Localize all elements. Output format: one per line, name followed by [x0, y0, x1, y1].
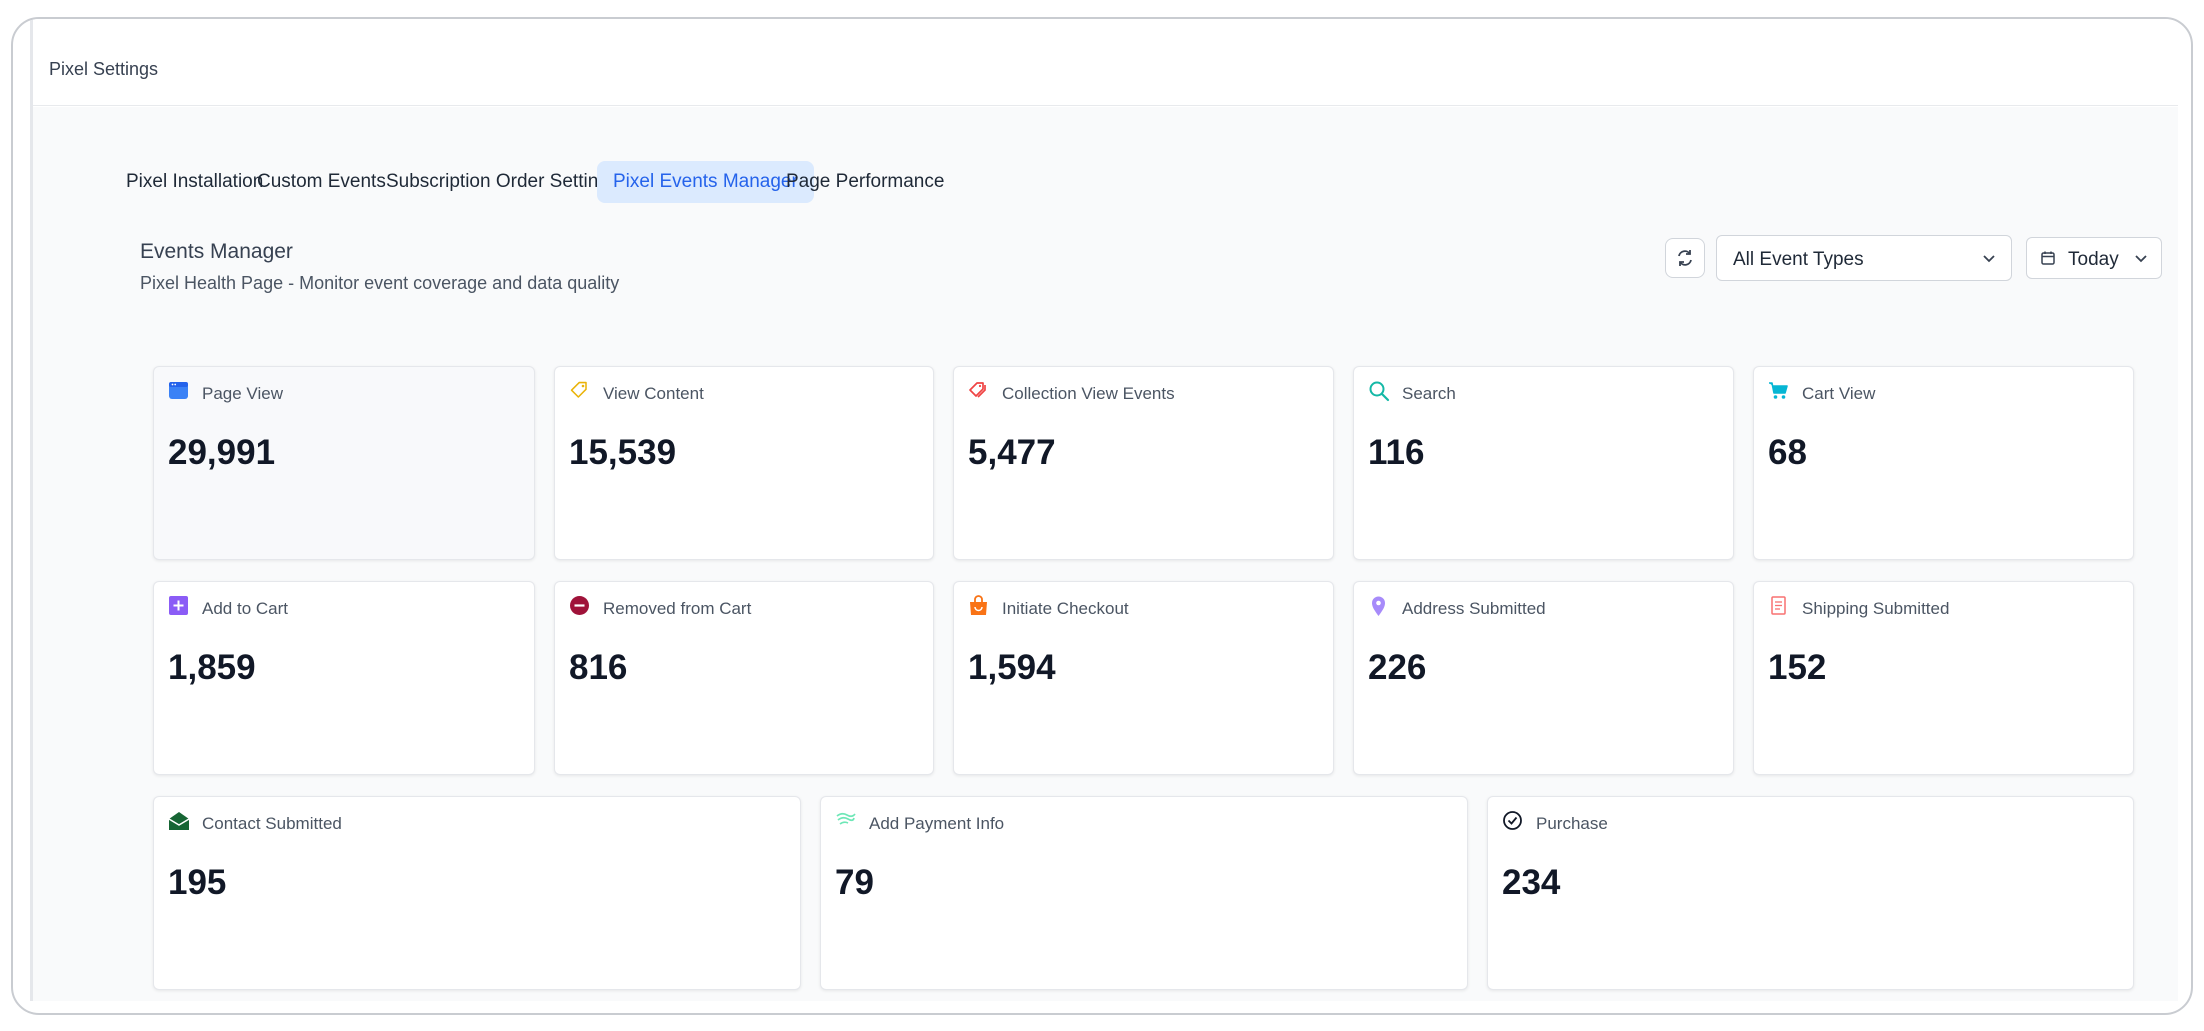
- chevron-down-icon: [1983, 255, 1995, 263]
- date-range-button[interactable]: Today: [2026, 237, 2162, 279]
- shopping-bag-icon: [970, 595, 987, 615]
- check-circle-icon: [1503, 811, 1522, 830]
- event-card-page-view[interactable]: Page View 29,991: [153, 366, 535, 560]
- page-title: Pixel Settings: [49, 59, 159, 79]
- app-window: Pixel Settings Pixel Installation Custom…: [11, 17, 2193, 1015]
- event-card-initiate-checkout[interactable]: Initiate Checkout 1,594: [953, 581, 1334, 775]
- event-count: 68: [1768, 433, 1807, 472]
- event-label: Shipping Submitted: [1802, 599, 1950, 618]
- event-count: 79: [835, 863, 874, 902]
- event-card-purchase[interactable]: Purchase 234: [1487, 796, 2134, 990]
- event-label: Add Payment Info: [869, 814, 1005, 833]
- event-card-collection-view[interactable]: Collection View Events 5,477: [953, 366, 1334, 560]
- event-label: Add to Cart: [202, 599, 288, 618]
- payment-wave-icon: [836, 812, 856, 825]
- event-label: Purchase: [1536, 814, 1608, 833]
- event-count: 226: [1368, 648, 1427, 687]
- tags-icon: [969, 382, 986, 398]
- tab-pixel-installation[interactable]: Pixel Installation: [126, 171, 264, 192]
- envelope-open-icon: [168, 812, 190, 830]
- event-count: 5,477: [968, 433, 1056, 472]
- event-card-cart-view[interactable]: Cart View 68: [1753, 366, 2134, 560]
- chevron-down-icon: [2135, 255, 2147, 263]
- tab-subscription-order-settings[interactable]: Subscription Order Settings: [386, 171, 619, 192]
- cart-icon: [1769, 382, 1788, 399]
- tab-custom-events[interactable]: Custom Events: [257, 171, 386, 192]
- event-label: View Content: [603, 384, 704, 403]
- event-label: Page View: [202, 384, 283, 403]
- tab-page-performance[interactable]: Page Performance: [786, 171, 945, 192]
- refresh-button[interactable]: [1665, 238, 1705, 278]
- browser-window-icon: [169, 382, 188, 399]
- event-count: 116: [1368, 433, 1425, 472]
- plus-square-icon: [169, 596, 188, 615]
- event-card-add-payment-info[interactable]: Add Payment Info 79: [820, 796, 1468, 990]
- section-title: Events Manager: [140, 240, 293, 263]
- search-icon: [1369, 381, 1390, 402]
- event-label: Contact Submitted: [202, 814, 342, 833]
- event-count: 234: [1502, 863, 1561, 902]
- event-label: Initiate Checkout: [1002, 599, 1129, 618]
- event-card-contact-submitted[interactable]: Contact Submitted 195: [153, 796, 801, 990]
- event-count: 152: [1768, 648, 1827, 687]
- refresh-icon: [1678, 250, 1692, 266]
- tab-pixel-events-manager[interactable]: Pixel Events Manager: [597, 161, 814, 203]
- event-card-shipping-submitted[interactable]: Shipping Submitted 152: [1753, 581, 2134, 775]
- event-count: 1,594: [968, 648, 1056, 687]
- minus-circle-icon: [570, 596, 589, 615]
- event-count: 29,991: [168, 433, 276, 472]
- event-card-search[interactable]: Search 116: [1353, 366, 1734, 560]
- event-label: Removed from Cart: [603, 599, 752, 618]
- event-card-removed-from-cart[interactable]: Removed from Cart 816: [554, 581, 934, 775]
- tag-icon: [570, 381, 587, 398]
- event-card-view-content[interactable]: View Content 15,539: [554, 366, 934, 560]
- event-card-address-submitted[interactable]: Address Submitted 226: [1353, 581, 1734, 775]
- date-range-label: Today: [2068, 249, 2119, 270]
- event-count: 15,539: [569, 433, 677, 472]
- event-card-add-to-cart[interactable]: Add to Cart 1,859: [153, 581, 535, 775]
- receipt-icon: [1771, 596, 1786, 615]
- event-label: Collection View Events: [1002, 384, 1175, 403]
- map-pin-icon: [1372, 596, 1385, 616]
- event-label: Address Submitted: [1402, 599, 1546, 618]
- section-subtitle: Pixel Health Page - Monitor event covera…: [140, 273, 620, 293]
- event-label: Search: [1402, 384, 1456, 403]
- event-label: Cart View: [1802, 384, 1876, 403]
- event-count: 195: [168, 863, 227, 902]
- main-content: Pixel Installation Custom Events Subscri…: [33, 107, 2178, 1001]
- event-type-select-value: All Event Types: [1733, 249, 1864, 270]
- event-type-select[interactable]: All Event Types: [1716, 235, 2012, 281]
- settings-panel: Pixel Settings Pixel Installation Custom…: [30, 19, 2178, 1001]
- event-count: 1,859: [168, 648, 256, 687]
- top-bar: Pixel Settings: [33, 19, 2178, 106]
- event-count: 816: [569, 648, 628, 687]
- calendar-icon: [2041, 251, 2055, 265]
